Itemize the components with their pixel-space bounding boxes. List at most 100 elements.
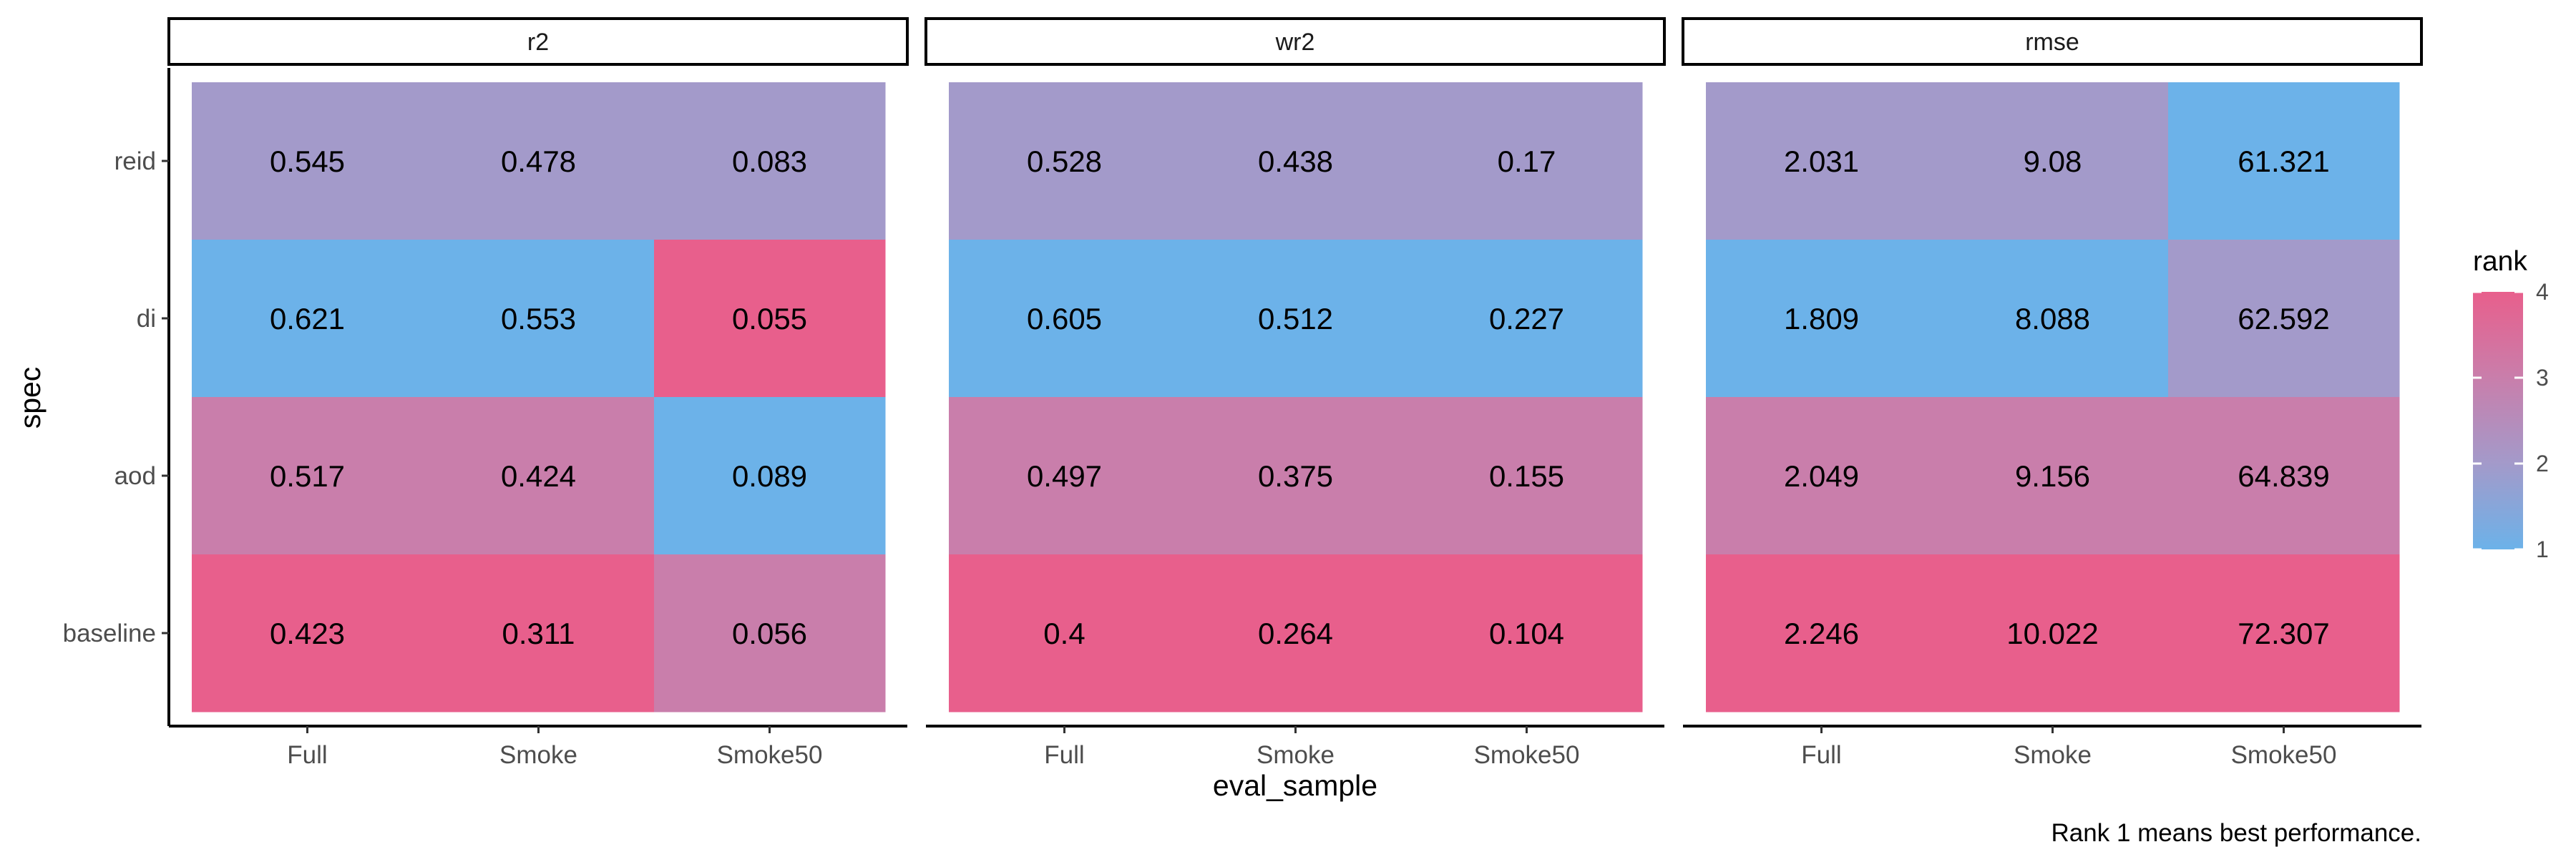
cell-value-label: 9.156 — [2015, 459, 2090, 493]
cell-value-label: 0.264 — [1258, 617, 1333, 650]
cell-value-label: 0.311 — [502, 617, 575, 650]
heatmap-cell — [1706, 554, 1938, 712]
heatmap-cell — [423, 554, 655, 712]
heatmap-cell — [1411, 397, 1643, 555]
x-tick-label: Smoke50 — [2231, 741, 2337, 769]
cell-value-label: 2.246 — [1784, 617, 1859, 650]
chart-caption: Rank 1 means best performance. — [2051, 819, 2421, 847]
legend-colorbar — [2473, 292, 2523, 549]
heatmap-cell — [949, 240, 1181, 398]
cell-value-label: 0.517 — [270, 459, 345, 493]
cell-value-label: 1.809 — [1784, 302, 1859, 336]
y-tick-label: reid — [114, 147, 156, 175]
x-axis-title: eval_sample — [1213, 769, 1377, 802]
facet-panel-r2: r2 0.545 0.478 0.083 0.621 0.553 0.055 0.517 0.4… — [63, 17, 909, 769]
facet-strip-label-r2: r2 — [527, 29, 549, 56]
cell-value-label: 0.227 — [1489, 302, 1564, 336]
cell-value-label: 0.528 — [1027, 145, 1102, 178]
heatmap-cell — [654, 397, 886, 555]
legend-ticks: 1 2 3 4 — [2473, 279, 2549, 562]
cell-value-label: 0.438 — [1258, 145, 1333, 178]
heatmap-cell — [1937, 82, 2169, 240]
facet-strip-label-wr2: wr2 — [1275, 29, 1315, 56]
cell-value-label: 9.08 — [2024, 145, 2082, 178]
cell-value-label: 0.104 — [1489, 617, 1564, 650]
heatmap-cell — [949, 82, 1181, 240]
heatmap-cell — [1937, 397, 2169, 555]
y-tick-label: baseline — [63, 619, 156, 647]
y-axis-title: spec — [14, 367, 47, 429]
heatmap-cell — [1706, 82, 1938, 240]
heatmap-cell — [2168, 82, 2400, 240]
heatmap-cell — [1937, 240, 2169, 398]
cell-value-label: 0.553 — [501, 302, 576, 336]
heatmap-cell — [1706, 397, 1938, 555]
facet-strip-rmse — [1682, 17, 2423, 66]
facet-panel-rmse: rmse 2.031 9.08 61.321 1.809 8.088 62.592 2.049… — [1682, 17, 2423, 769]
heatmap-cell — [423, 397, 655, 555]
y-tick-label: aod — [114, 462, 156, 490]
heatmap-cell — [192, 82, 424, 240]
heatmap-cell — [192, 240, 424, 398]
cell-value-label: 64.839 — [2238, 459, 2329, 493]
legend-title: rank — [2473, 246, 2527, 277]
facet-strip-r2 — [167, 17, 909, 66]
facet-strip-label-rmse: rmse — [2025, 29, 2079, 56]
cell-value-label: 10.022 — [2006, 617, 2098, 650]
legend: rank 1 2 3 4 — [2473, 246, 2549, 562]
cell-value-label: 0.424 — [501, 459, 576, 493]
cell-value-label: 62.592 — [2238, 302, 2329, 336]
x-tick-label: Full — [287, 741, 327, 769]
cell-value-label: 0.17 — [1498, 145, 1556, 178]
cell-value-label: 72.307 — [2238, 617, 2329, 650]
heatmap-cell — [1180, 82, 1412, 240]
legend-tick-label: 2 — [2536, 451, 2549, 476]
cell-value-label: 2.031 — [1784, 145, 1859, 178]
heatmap-cell — [1937, 554, 2169, 712]
cell-value-label: 0.089 — [732, 459, 807, 493]
cell-value-label: 0.497 — [1027, 459, 1102, 493]
heatmap-cell — [423, 82, 655, 240]
facet-strip-wr2 — [924, 17, 1666, 66]
heatmap-cell — [1180, 554, 1412, 712]
cell-value-label: 61.321 — [2238, 145, 2329, 178]
x-tick-label: Smoke50 — [1474, 741, 1580, 769]
cell-value-label: 0.083 — [732, 145, 807, 178]
heatmap-cell — [2168, 554, 2400, 712]
cell-value-label: 0.056 — [732, 617, 807, 650]
heatmap-cell — [192, 397, 424, 555]
x-tick-label: Smoke — [2014, 741, 2092, 769]
heatmap-cell — [654, 240, 886, 398]
cell-value-label: 0.478 — [501, 145, 576, 178]
panels-layer: r2 0.545 0.478 0.083 0.621 0.553 0.055 0.517 0.4… — [63, 17, 2423, 769]
x-tick-label: Smoke — [499, 741, 577, 769]
cell-value-label: 8.088 — [2015, 302, 2090, 336]
heatmap-cell — [949, 554, 1181, 712]
legend-tick-label: 1 — [2536, 537, 2549, 562]
cell-value-label: 0.155 — [1489, 459, 1564, 493]
heatmap-cell — [1411, 240, 1643, 398]
x-tick-label: Smoke — [1257, 741, 1335, 769]
legend-tick-label: 4 — [2536, 279, 2549, 305]
heatmap-cell — [192, 554, 424, 712]
cell-value-label: 0.4 — [1043, 617, 1085, 650]
heatmap-cell — [1411, 82, 1643, 240]
heatmap-cell — [1180, 240, 1412, 398]
cell-value-label: 0.512 — [1258, 302, 1333, 336]
cell-value-label: 2.049 — [1784, 459, 1859, 493]
legend-tick-label: 3 — [2536, 365, 2549, 391]
heatmap-cell — [654, 554, 886, 712]
heatmap-cell — [949, 397, 1181, 555]
x-tick-label: Smoke50 — [717, 741, 823, 769]
cell-value-label: 0.055 — [732, 302, 807, 336]
heatmap-cell — [2168, 240, 2400, 398]
heatmap-cell — [654, 82, 886, 240]
heatmap-cell — [1706, 240, 1938, 398]
cell-value-label: 0.605 — [1027, 302, 1102, 336]
facet-panel-wr2: wr2 0.528 0.438 0.17 0.605 0.512 0.227 0.497 0.3… — [924, 17, 1666, 769]
heatmap-cell — [2168, 397, 2400, 555]
cell-value-label: 0.621 — [270, 302, 345, 336]
x-tick-label: Full — [1801, 741, 1841, 769]
